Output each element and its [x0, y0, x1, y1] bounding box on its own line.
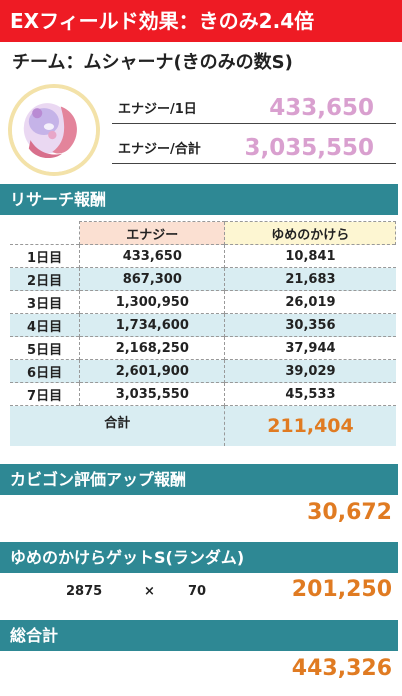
row-dream-shards: 26,019 — [224, 290, 396, 314]
row-day: 1日目 — [10, 244, 80, 268]
energy-per-day-label: エナジー/1日 — [118, 102, 197, 117]
table-header-day — [10, 222, 80, 245]
research-reward-table: エナジー ゆめのかけら 1日目 433,650 10,841 2日目 867,3… — [10, 221, 396, 446]
dream-shard-get-header: ゆめのかけらゲットS(ランダム) — [0, 542, 398, 573]
table-row: 6日目 2,601,900 39,029 — [10, 359, 396, 383]
row-dream-shards: 37,944 — [224, 336, 396, 360]
dream-shard-base-value: 2875 — [66, 584, 103, 599]
row-energy: 2,168,250 — [79, 336, 225, 360]
table-row: 4日目 1,734,600 30,356 — [10, 313, 396, 337]
research-total-value: 211,404 — [224, 405, 396, 446]
research-total-label: 合計 — [10, 405, 225, 446]
row-energy: 867,300 — [79, 267, 225, 291]
ex-field-effect-banner: EXフィールド効果：きのみ2.4倍 — [0, 0, 402, 42]
table-row: 5日目 2,168,250 37,944 — [10, 336, 396, 360]
table-header-dream-shards: ゆめのかけら — [224, 221, 396, 245]
table-total-row: 合計 211,404 — [10, 405, 396, 446]
table-row: 1日目 433,650 10,841 — [10, 244, 396, 268]
row-energy: 2,601,900 — [79, 359, 225, 383]
table-row: 3日目 1,300,950 26,019 — [10, 290, 396, 314]
table-row: 7日目 3,035,550 45,533 — [10, 382, 396, 406]
table-row: 2日目 867,300 21,683 — [10, 267, 396, 291]
dream-shard-get-value: 201,250 — [291, 577, 392, 602]
energy-total-label: エナジー/合計 — [118, 142, 201, 157]
row-energy: 1,734,600 — [79, 313, 225, 337]
snorlax-rank-reward-value: 30,672 — [307, 500, 392, 525]
munna-pokemon-icon — [8, 84, 100, 176]
research-reward-header: リサーチ報酬 — [0, 184, 398, 215]
snorlax-rank-reward-header: カビゴン評価アップ報酬 — [0, 464, 398, 495]
row-dream-shards: 30,356 — [224, 313, 396, 337]
row-day: 2日目 — [10, 267, 80, 291]
row-day: 5日目 — [10, 336, 80, 360]
energy-per-day-value: 433,650 — [269, 95, 374, 121]
row-day: 3日目 — [10, 290, 80, 314]
grand-total-value: 443,326 — [291, 656, 392, 681]
energy-per-day-row: エナジー/1日 433,650 — [112, 84, 396, 124]
row-day: 7日目 — [10, 382, 80, 406]
row-dream-shards: 45,533 — [224, 382, 396, 406]
row-dream-shards: 21,683 — [224, 267, 396, 291]
row-day: 6日目 — [10, 359, 80, 383]
grand-total-header: 総合計 — [0, 620, 398, 651]
multiply-sign: × — [144, 584, 155, 599]
table-header-row: エナジー ゆめのかけら — [10, 221, 396, 245]
row-energy: 1,300,950 — [79, 290, 225, 314]
table-header-energy: エナジー — [79, 221, 225, 245]
row-dream-shards: 10,841 — [224, 244, 396, 268]
row-dream-shards: 39,029 — [224, 359, 396, 383]
team-title: チーム：ムシャーナ(きのみの数S) — [12, 52, 293, 73]
energy-total-value: 3,035,550 — [244, 135, 375, 161]
energy-total-row: エナジー/合計 3,035,550 — [112, 124, 396, 164]
dream-shard-multiplier: 70 — [188, 584, 207, 599]
row-energy: 433,650 — [79, 244, 225, 268]
row-energy: 3,035,550 — [79, 382, 225, 406]
row-day: 4日目 — [10, 313, 80, 337]
